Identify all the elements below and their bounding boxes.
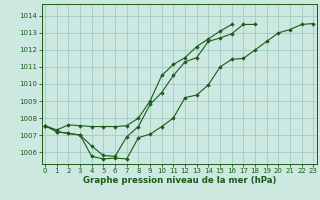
X-axis label: Graphe pression niveau de la mer (hPa): Graphe pression niveau de la mer (hPa) bbox=[83, 176, 276, 185]
